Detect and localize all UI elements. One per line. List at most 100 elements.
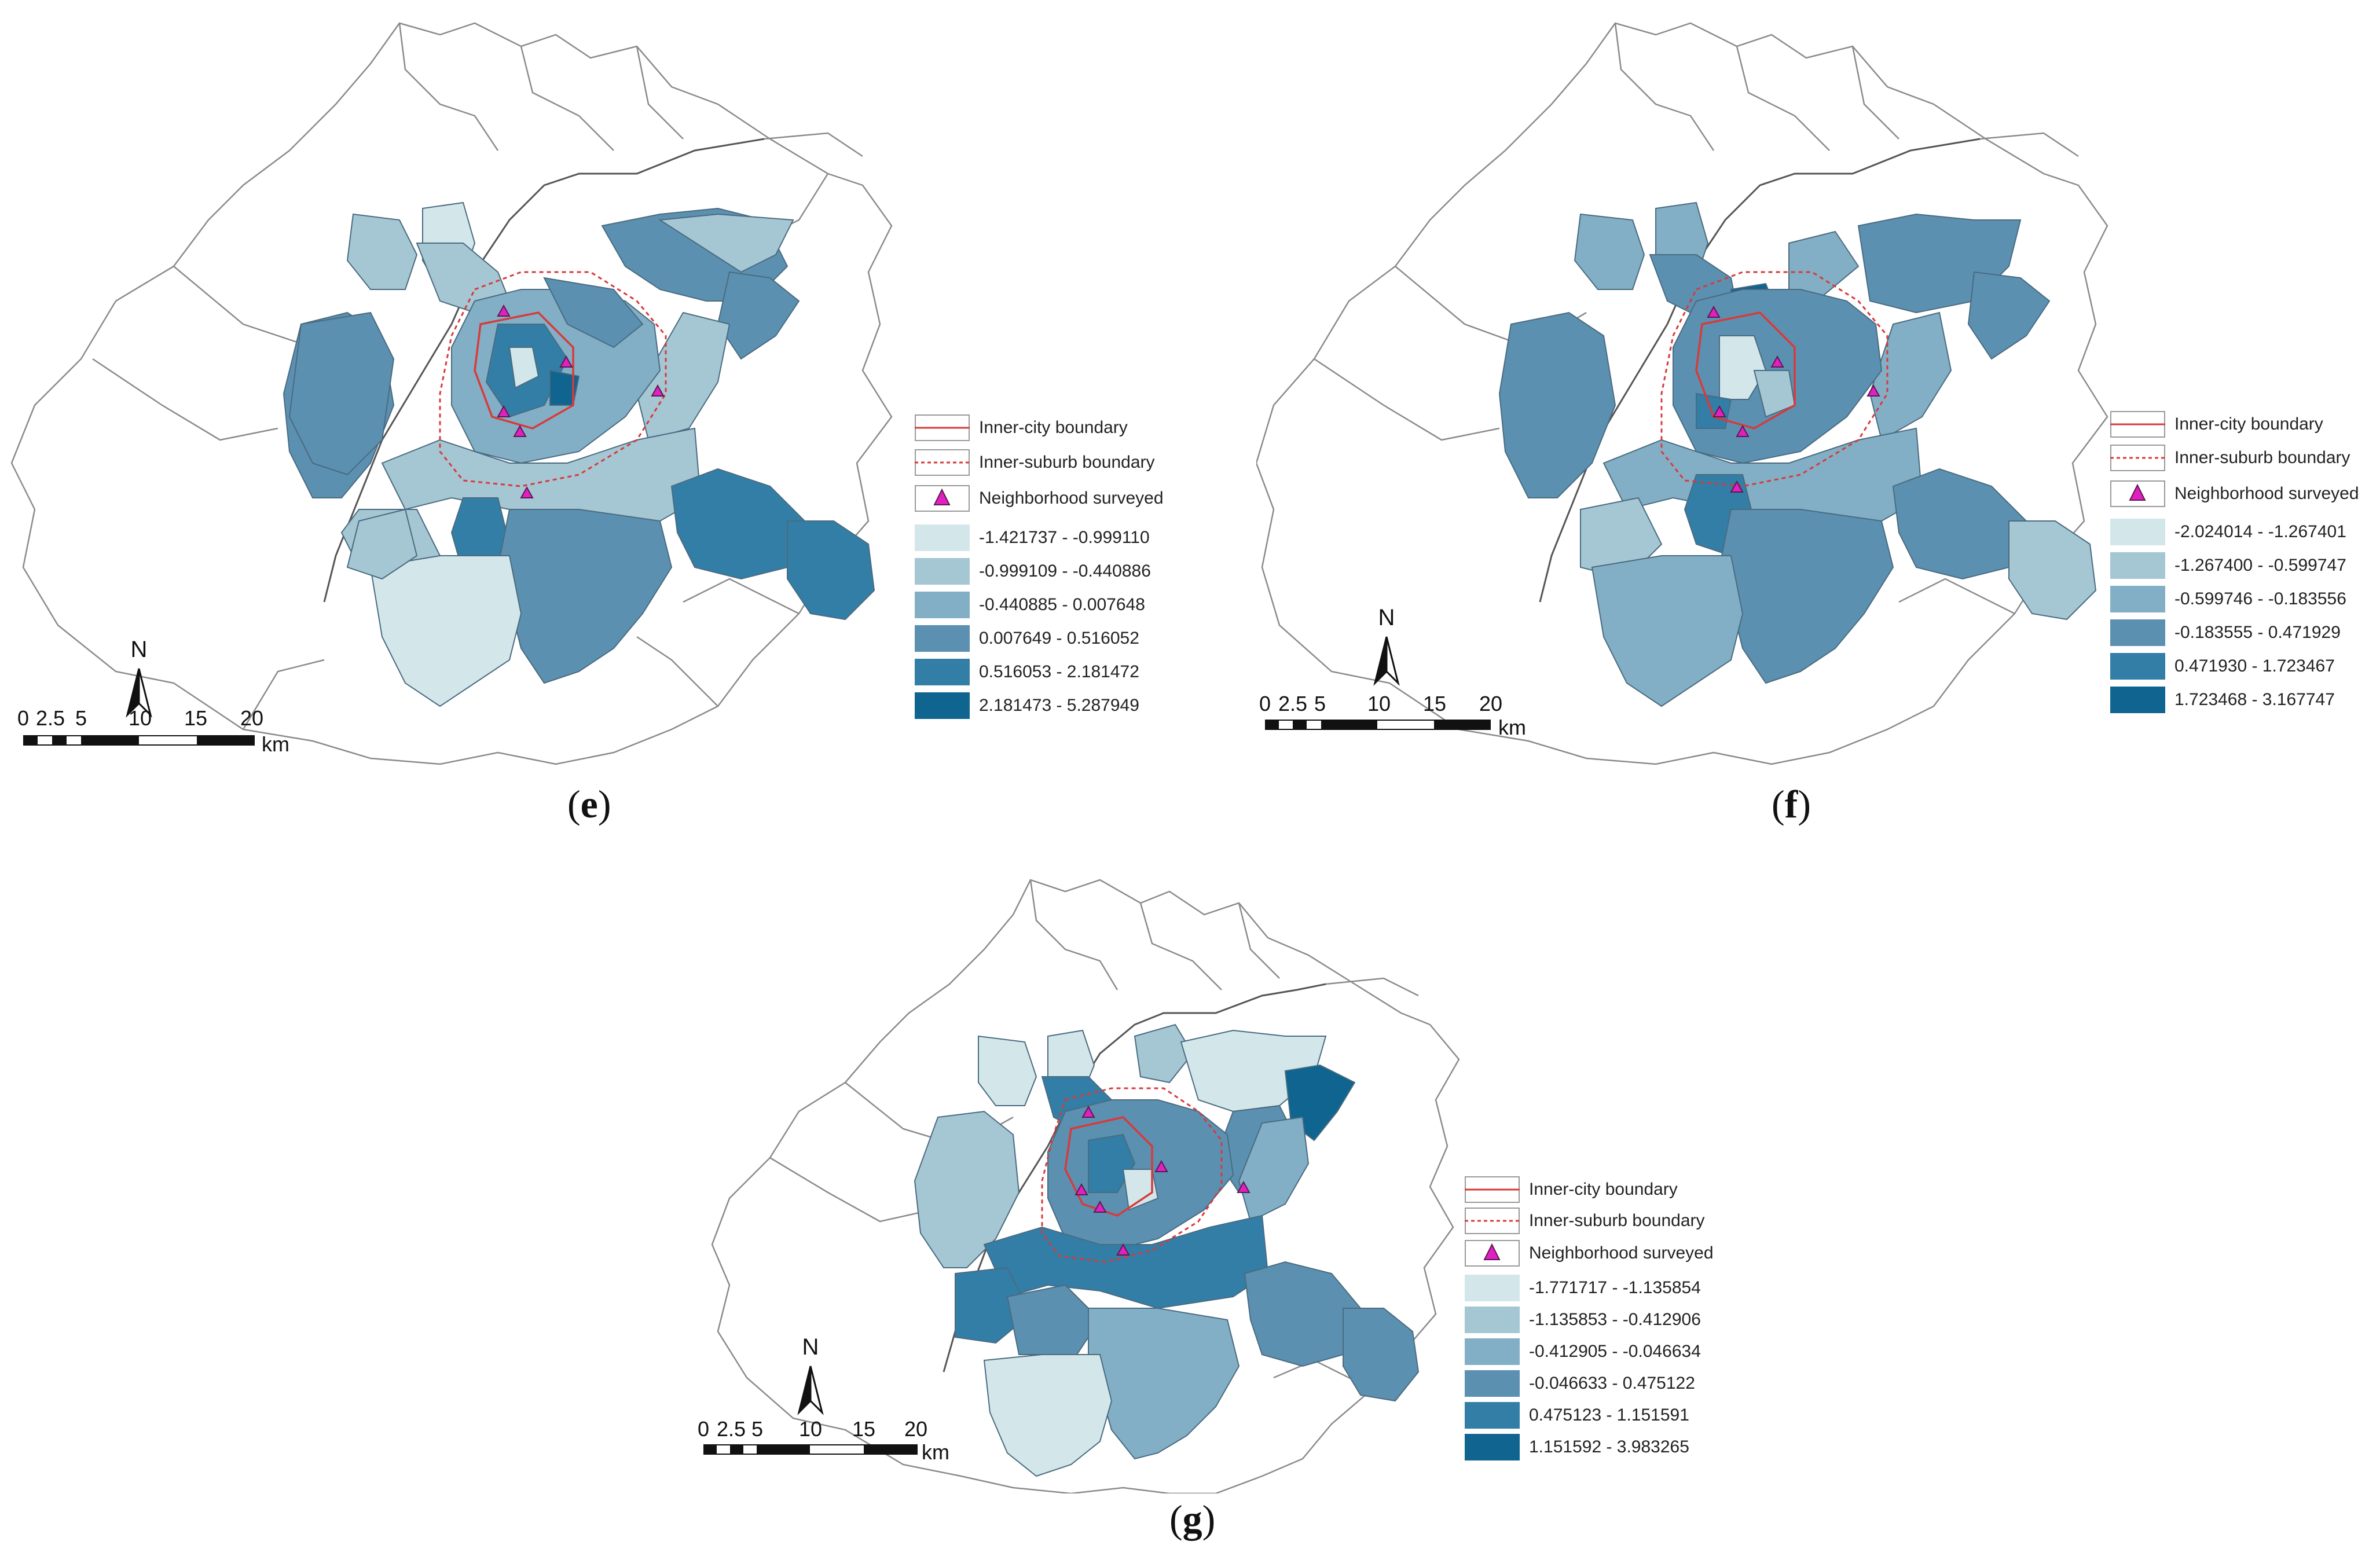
district-n2 [1788, 230, 1860, 296]
legend-item-neighborhood: Neighborhood surveyed [915, 484, 1164, 513]
legend-class-1: -1.421737 - -0.999110 [915, 523, 1150, 552]
legend-item-neighborhood: Neighborhood surveyed [2110, 479, 2359, 508]
context-boundary [711, 879, 1460, 1493]
neighborhood-marker [497, 405, 511, 417]
legend-item-inner-city: Inner-city boundary [915, 413, 1128, 442]
panel-e: N 0 2.5 5 10 15 20 km Inner-city boundar… [0, 0, 1164, 857]
scale-tick: 20 [240, 706, 264, 730]
district-ne2 [1967, 271, 2051, 360]
river [323, 138, 765, 603]
district-east [1869, 311, 1952, 441]
scale-tick: 0 [1259, 692, 1271, 715]
legend-class-1: -2.024014 - -1.267401 [2110, 518, 2346, 546]
scale-unit: km [922, 1440, 949, 1464]
neighborhood-marker [1237, 1180, 1250, 1193]
scale-bar-f [1265, 720, 1491, 731]
district-far-e [1343, 1308, 1420, 1402]
legend-class-6: 1.723468 - 3.167747 [2110, 685, 2335, 714]
legend-class-4: -0.183555 - 0.471929 [2110, 618, 2341, 647]
north-arrow-f: N [1373, 605, 1400, 686]
district-core2 [1122, 1169, 1159, 1211]
district-n2 [1134, 1023, 1194, 1084]
neighborhood-marker [1081, 1105, 1095, 1118]
legend-item-inner-suburb: Inner-suburb boundary [915, 448, 1155, 477]
scale-tick: 15 [1423, 692, 1447, 715]
neighborhood-marker [1116, 1243, 1130, 1256]
legend-class-2: -1.135853 - -0.412906 [1465, 1305, 1701, 1334]
district-west [914, 1110, 1020, 1268]
north-label: N [1378, 605, 1395, 630]
legend-item-inner-city: Inner-city boundary [1465, 1175, 1678, 1204]
legend-class-4: 0.007649 - 0.516052 [915, 624, 1139, 653]
inner-city-boundary [1064, 1116, 1153, 1217]
legend-item-inner-city: Inner-city boundary [2110, 410, 2323, 439]
choropleth-map-f [1256, 22, 2108, 765]
inner-city-boundary [474, 311, 574, 430]
scale-tick: 10 [1367, 692, 1391, 715]
neighborhood-marker [1093, 1200, 1107, 1213]
north-label: N [131, 637, 148, 662]
legend-class-5: 0.475123 - 1.151591 [1465, 1401, 1689, 1430]
scale-tick: 20 [1479, 692, 1503, 715]
neighborhood-marker [1730, 480, 1744, 493]
district-se [670, 468, 806, 580]
legend-class-6: 1.151592 - 3.983265 [1465, 1433, 1689, 1462]
panel-f: N 0 2.5 5 10 15 20 km Inner-city boundar… [1256, 0, 2380, 857]
caption-e: (e) [567, 782, 611, 826]
scale-tick: 2.5 [1278, 692, 1308, 715]
north-arrow-g: N [797, 1334, 824, 1415]
district-east [1238, 1116, 1310, 1223]
district-south-big [497, 509, 673, 684]
district-core [1719, 335, 1767, 400]
legend-class-2: -1.267400 - -0.599747 [2110, 551, 2346, 580]
neighborhood-marker [520, 486, 534, 498]
scale-unit: km [262, 732, 289, 756]
neighborhood-marker [1707, 305, 1721, 318]
district-far-e [787, 520, 875, 621]
river [1539, 138, 1981, 603]
district-core3 [549, 369, 580, 406]
scale-tick: 10 [129, 706, 152, 730]
scale-tick: 5 [1314, 692, 1326, 715]
neighborhood-marker [559, 355, 573, 368]
district-south1 [1006, 1284, 1101, 1355]
inner-suburb-boundary [439, 271, 667, 487]
district-core3 [1696, 392, 1732, 429]
scale-bar-g [703, 1444, 918, 1456]
choropleth-map-g [711, 879, 1460, 1493]
inner-suburb-boundary [1660, 271, 1888, 487]
north-label: N [802, 1334, 819, 1360]
neighborhood-marker [1075, 1183, 1088, 1195]
district-south-sw [983, 1354, 1113, 1477]
panel-g: N 0 2.5 5 10 15 20 km Inner-city boundar… [695, 868, 1766, 1556]
caption-f: (f) [1772, 782, 1811, 826]
legend-item-inner-suburb: Inner-suburb boundary [2110, 443, 2350, 472]
scale-tick: 5 [751, 1417, 764, 1441]
district-core-ne [543, 277, 644, 348]
scale-tick: 15 [852, 1417, 876, 1441]
neighborhood-marker [1770, 355, 1784, 368]
scale-tick: 0 [698, 1417, 710, 1441]
legend-class-6: 2.181473 - 5.287949 [915, 691, 1139, 720]
legend-class-3: -0.599746 - -0.183556 [2110, 585, 2346, 614]
inner-city-boundary [1695, 311, 1796, 430]
district-sw-strip [346, 508, 418, 580]
legend-class-3: -0.412905 - -0.046634 [1465, 1337, 1701, 1366]
district-south-sw [1591, 555, 1744, 707]
neighborhood-marker [497, 304, 511, 317]
scale-bar-e [23, 735, 255, 747]
district-south-sw [369, 555, 522, 707]
legend-class-5: 0.471930 - 1.723467 [2110, 652, 2335, 681]
neighborhood-marker [1712, 405, 1726, 417]
scale-unit: km [1498, 715, 1526, 739]
district-south-big [1718, 509, 1894, 684]
legend-f: Inner-city boundary Inner-suburb boundar… [2110, 410, 2377, 746]
scale-tick: 2.5 [717, 1417, 746, 1441]
scale-tick: 10 [799, 1417, 823, 1441]
north-arrow-e: N [126, 637, 152, 718]
legend-e: Inner-city boundary Inner-suburb boundar… [915, 413, 1164, 749]
caption-g: (g) [1169, 1497, 1216, 1541]
district-core2 [508, 347, 540, 389]
legend-class-2: -0.999109 - -0.440886 [915, 557, 1151, 586]
legend-item-inner-suburb: Inner-suburb boundary [1465, 1206, 1705, 1235]
